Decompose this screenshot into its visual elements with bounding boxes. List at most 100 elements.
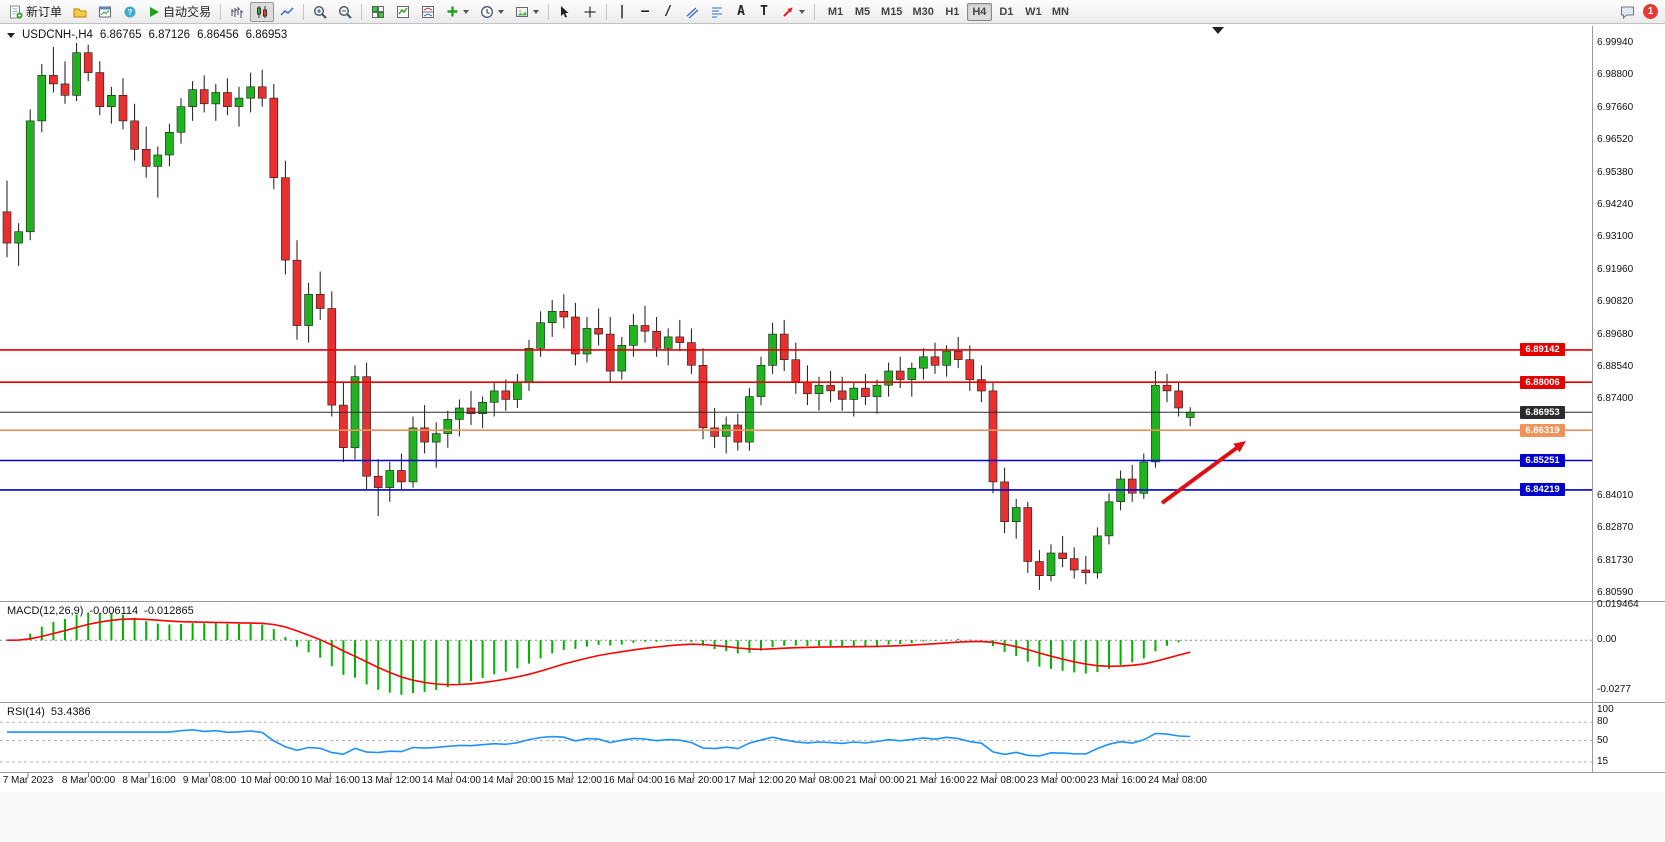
plus-icon: [447, 6, 458, 17]
price-axis-label: 6.96520: [1597, 134, 1634, 145]
tile-windows-button[interactable]: [366, 2, 390, 22]
time-axis-label: 13 Mar 12:00: [361, 775, 421, 786]
price-badge: 6.84219: [1520, 483, 1565, 496]
chart-high-value: 6.87126: [148, 29, 191, 41]
candlestick-mode-button[interactable]: [250, 1, 275, 22]
price-badge: 6.88006: [1520, 376, 1565, 389]
toolbar-separator: [606, 3, 608, 20]
new-order-button[interactable]: 新订单: [4, 2, 67, 22]
chevron-down-icon: [533, 9, 540, 14]
price-axis-label: 6.88540: [1597, 361, 1634, 372]
bar-chart-mode-button[interactable]: [225, 2, 249, 22]
time-axis-label: 23 Mar 16:00: [1087, 775, 1147, 786]
svg-text:?: ?: [128, 8, 133, 17]
toolbar-separator: [220, 3, 222, 20]
market-watch-button[interactable]: [93, 2, 117, 22]
rsi-axis-label: 100: [1597, 704, 1614, 715]
new-order-icon: [10, 5, 23, 18]
price-axis-label: 6.89680: [1597, 329, 1634, 340]
time-axis-label: 21 Mar 00:00: [845, 775, 905, 786]
timeframe-m5-button[interactable]: M5: [854, 5, 871, 18]
horizontal-line-icon: —: [641, 4, 649, 19]
rsi-label: RSI(14) 53.4386: [7, 706, 91, 718]
time-axis-label: 16 Mar 04:00: [603, 775, 663, 786]
chart-canvas[interactable]: [0, 24, 1665, 842]
price-axis-label: 6.94240: [1597, 199, 1634, 210]
time-axis-label: 14 Mar 04:00: [422, 775, 481, 786]
arrows-tool-button[interactable]: [776, 2, 810, 22]
timeframe-d1-button[interactable]: D1: [999, 5, 1014, 18]
toolbar-right: 1: [1615, 2, 1661, 22]
indicator-window-button[interactable]: [416, 2, 440, 22]
folder-icon: [73, 8, 87, 17]
macd-name: MACD(12,26,9): [7, 605, 84, 617]
price-badge: 6.86319: [1520, 424, 1565, 437]
time-axis-label: 7 Mar 2023: [2, 775, 54, 786]
macd-axis-label: 0.00: [1597, 634, 1617, 645]
chevron-down-icon: [498, 9, 505, 14]
price-badge: 6.85251: [1520, 454, 1565, 467]
crosshair-button[interactable]: [578, 2, 602, 22]
price-axis-label: 6.93100: [1597, 231, 1634, 242]
chart-title: USDCNH-,H4 6.86765 6.87126 6.86456 6.869…: [7, 29, 287, 41]
time-axis-label: 10 Mar 00:00: [240, 775, 300, 786]
timeframe-m15-button[interactable]: M15: [881, 5, 903, 18]
chat-button[interactable]: [1615, 2, 1640, 22]
timeframe-mn-button[interactable]: MN: [1051, 5, 1069, 18]
timeframe-h1-button[interactable]: H1: [945, 5, 960, 18]
time-axis-label: 9 Mar 08:00: [182, 775, 237, 786]
rsi-axis-label: 50: [1597, 735, 1609, 746]
time-axis-label: 23 Mar 00:00: [1027, 775, 1086, 786]
ohlc-bars-icon: [231, 6, 244, 18]
timeframe-m30-button[interactable]: M30: [912, 5, 934, 18]
price-axis-label: 6.81730: [1597, 555, 1634, 566]
help-button[interactable]: ?: [118, 2, 142, 22]
time-axis-label: 22 Mar 08:00: [966, 775, 1026, 786]
time-axis-label: 10 Mar 16:00: [301, 775, 360, 786]
time-axis-label: 17 Mar 12:00: [724, 775, 784, 786]
trend-arrow-annotation[interactable]: [1160, 441, 1246, 505]
add-indicator-button[interactable]: [441, 2, 474, 22]
zoom-out-button[interactable]: [333, 2, 357, 22]
time-axis-label: 15 Mar 12:00: [543, 775, 602, 786]
toolbar-separator: [548, 3, 550, 20]
zoom-in-button[interactable]: [308, 2, 332, 22]
horizontal-line-tool-button[interactable]: —: [634, 2, 656, 22]
text-tool-button[interactable]: A: [730, 2, 752, 22]
price-axis-label: 6.91960: [1597, 264, 1634, 275]
templates-button[interactable]: [510, 2, 544, 22]
indicators-button[interactable]: [391, 2, 415, 22]
periods-button[interactable]: [475, 2, 509, 22]
cursor-button[interactable]: [553, 2, 577, 22]
fibonacci-tool-button[interactable]: [705, 2, 729, 22]
timeframe-w1-button[interactable]: W1: [1025, 5, 1042, 18]
chart-window: USDCNH-,H4 6.86765 6.87126 6.86456 6.869…: [0, 24, 1665, 842]
trendline-icon: /: [664, 4, 672, 19]
rsi-axis-label: 80: [1597, 716, 1609, 727]
notification-badge[interactable]: 1: [1643, 4, 1658, 19]
channel-tool-button[interactable]: [680, 2, 704, 22]
data-folder-button[interactable]: [68, 2, 92, 22]
vertical-line-icon: |: [618, 4, 626, 19]
vertical-line-tool-button[interactable]: |: [611, 2, 633, 22]
crosshair-icon: [584, 6, 596, 17]
auto-trading-button[interactable]: 自动交易: [143, 2, 216, 22]
line-chart-icon: [280, 6, 294, 16]
price-badge: 6.86953: [1520, 406, 1565, 419]
timeframe-h4-button[interactable]: H4: [966, 2, 992, 21]
symbol-collapse-icon[interactable]: [7, 32, 15, 38]
price-axis-label: 6.82870: [1597, 522, 1634, 533]
price-axis-label: 6.87400: [1597, 393, 1634, 404]
fibonacci-icon: [712, 7, 723, 17]
time-axis-label: 20 Mar 08:00: [785, 775, 844, 786]
rsi-value: 53.4386: [50, 706, 91, 718]
macd-signal-value: -0.012865: [144, 605, 194, 617]
trendline-tool-button[interactable]: /: [657, 2, 679, 22]
toolbar-separator: [361, 3, 363, 20]
zoom-out-icon: [339, 5, 352, 19]
channel-icon: [686, 7, 699, 18]
timeframe-m1-button[interactable]: M1: [827, 5, 844, 18]
label-tool-button[interactable]: T: [753, 2, 775, 22]
macd-label: MACD(12,26,9) -0.006114 -0.012865: [7, 605, 194, 617]
line-chart-mode-button[interactable]: [275, 2, 299, 22]
